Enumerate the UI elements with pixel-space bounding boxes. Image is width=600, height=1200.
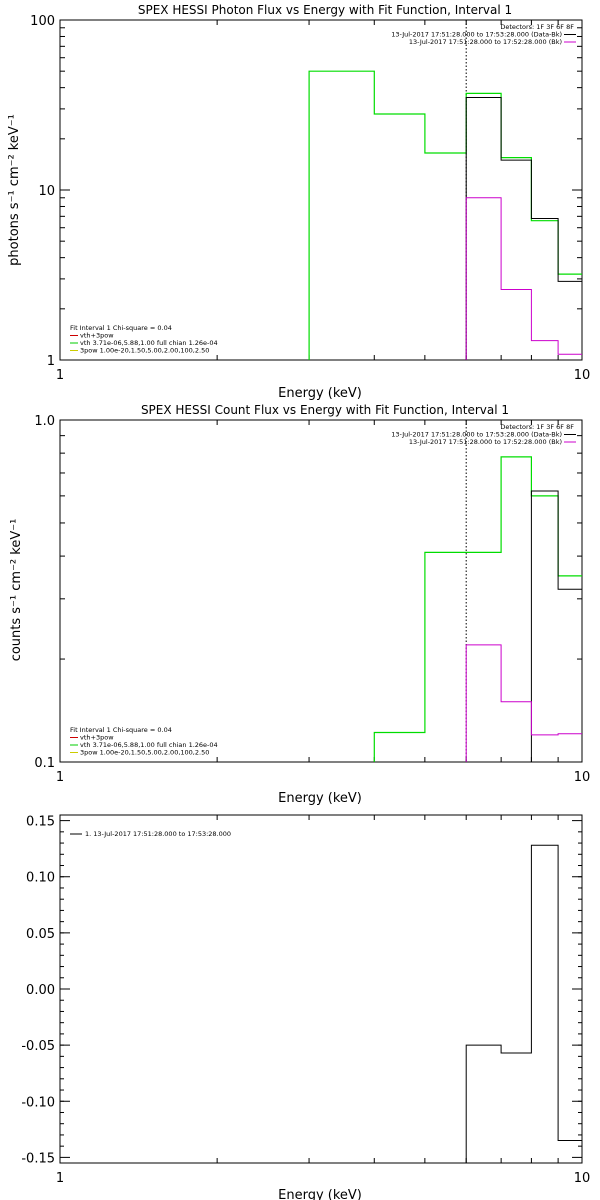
y-tick-label: 0.15	[26, 815, 55, 830]
legend-entry: 13-Jul-2017 17:51:28.000 to 17:52:28.000…	[409, 438, 562, 446]
x-tick-label: 1	[56, 1171, 64, 1186]
legend-header: Fit Interval 1 Chi-square = 0.04	[70, 324, 172, 332]
legend-entry: 13-Jul-2017 17:51:28.000 to 17:53:28.000…	[391, 31, 562, 39]
legend-header: Fit Interval 1 Chi-square = 0.04	[70, 726, 172, 734]
y-tick-label: 1.0	[34, 414, 55, 429]
photon-flux-ylabel: photons s⁻¹ cm⁻² keV⁻¹	[7, 114, 22, 266]
y-tick-label: 0.1	[34, 756, 55, 771]
legend-entry: vth 3.71e-06,5.88,1.00 full chian 1.26e-…	[80, 741, 218, 749]
spectrum-step-line	[308, 70, 582, 360]
y-tick-label: 10	[38, 184, 55, 199]
spectrum-step-line	[465, 197, 582, 360]
y-tick-label: 1	[47, 354, 55, 369]
legend-header: Detectors: 1F 3F 6F 8F	[500, 423, 574, 431]
legend-entry: 1. 13-Jul-2017 17:51:28.000 to 17:53:28.…	[85, 830, 231, 838]
y-tick-label: -0.10	[21, 1095, 55, 1110]
spectrum-step-line	[465, 644, 582, 762]
y-tick-label: -0.05	[21, 1039, 55, 1054]
residuals-panel: Energy (keV) 1 10 0.15 0.10 0.05 0.00 -0.05 -0.…	[21, 814, 591, 1200]
y-tick-label: 0.05	[26, 927, 55, 942]
count-flux-ylabel: counts s⁻¹ cm⁻² keV⁻¹	[9, 519, 24, 662]
y-tick-label: 100	[30, 14, 55, 29]
legend-entry: 13-Jul-2017 17:51:28.000 to 17:53:28.000…	[391, 431, 562, 439]
x-tick-label: 10	[574, 770, 591, 785]
x-tick-label: 10	[574, 1171, 591, 1186]
legend-entry: vth 3.71e-06,5.88,1.00 full chian 1.26e-…	[80, 339, 218, 347]
photon-flux-xlabel: Energy (keV)	[278, 386, 362, 401]
plot-frame	[59, 814, 583, 1164]
photon-flux-title: SPEX HESSI Photon Flux vs Energy with Fi…	[138, 3, 512, 17]
x-tick-label: 10	[574, 368, 591, 383]
y-tick-label: -0.15	[21, 1151, 55, 1166]
legend-entry: 13-Jul-2017 17:51:28.000 to 17:52:28.000…	[409, 38, 562, 46]
photon-flux-panel: SPEX HESSI Photon Flux vs Energy with Fi…	[7, 3, 590, 401]
residuals-xlabel: Energy (keV)	[278, 1188, 362, 1200]
x-tick-label: 1	[56, 368, 64, 383]
legend-entry: 3pow 1.00e-20,1.50,5.00,2.00,100,2.50	[80, 347, 209, 355]
spectrum-step-line	[373, 456, 582, 762]
legend-entry: 3pow 1.00e-20,1.50,5.00,2.00,100,2.50	[80, 749, 209, 757]
y-tick-label: 0.00	[26, 983, 55, 998]
count-flux-xlabel: Energy (keV)	[278, 791, 362, 806]
plot-frame	[59, 419, 583, 763]
count-flux-title: SPEX HESSI Count Flux vs Energy with Fit…	[141, 403, 509, 417]
spectrum-step-line	[465, 97, 582, 360]
spectrum-step-line	[530, 490, 582, 762]
x-tick-label: 1	[56, 770, 64, 785]
legend-header: Detectors: 1F 3F 6F 8F	[500, 23, 574, 31]
count-flux-panel: SPEX HESSI Count Flux vs Energy with Fit…	[9, 403, 590, 806]
spectrum-step-line	[465, 844, 582, 1163]
legend-entry: vth+3pow	[80, 332, 114, 340]
y-tick-label: 0.10	[26, 871, 55, 886]
legend-entry: vth+3pow	[80, 734, 114, 742]
